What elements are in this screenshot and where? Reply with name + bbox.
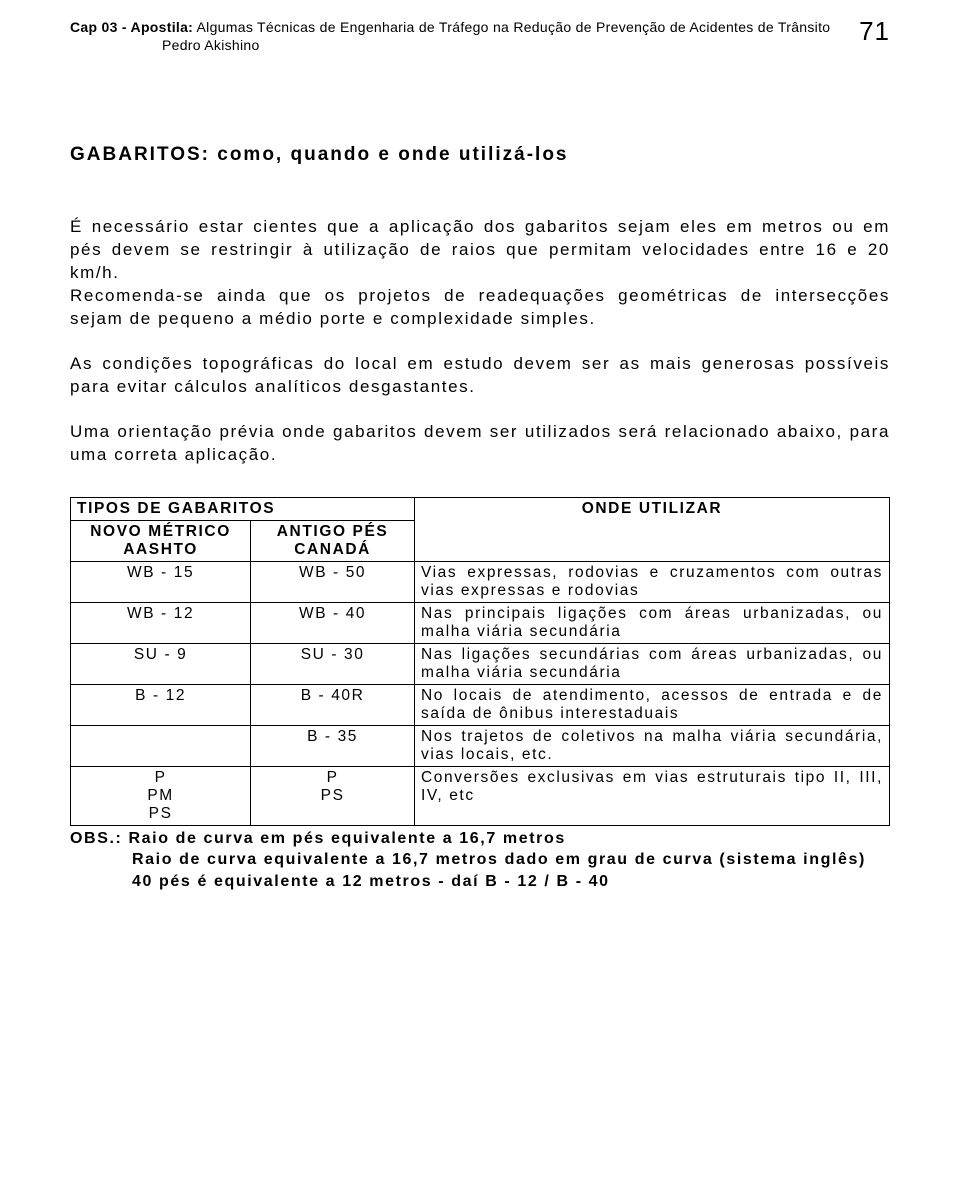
cell-metric: SU - 9: [71, 643, 251, 684]
obs-line-3: 40 pés é equivalente a 12 metros - daí B…: [132, 871, 890, 893]
cell-onde: Nas ligações secundárias com áreas urban…: [414, 643, 889, 684]
table-header-row-1: TIPOS DE GABARITOS ONDE UTILIZAR: [71, 497, 890, 520]
header-text: Cap 03 - Apostila: Algumas Técnicas de E…: [70, 18, 830, 54]
table-row: WB - 15 WB - 50 Vias expressas, rodovias…: [71, 561, 890, 602]
obs-block: OBS.: Raio de curva em pés equivalente a…: [70, 828, 890, 893]
cell-pes: B - 35: [251, 725, 415, 766]
table-row: B - 35 Nos trajetos de coletivos na malh…: [71, 725, 890, 766]
cell-onde: Nos trajetos de coletivos na malha viári…: [414, 725, 889, 766]
table-row: WB - 12 WB - 40 Nas principais ligações …: [71, 602, 890, 643]
page-header: Cap 03 - Apostila: Algumas Técnicas de E…: [70, 18, 890, 54]
paragraph-1: É necessário estar cientes que a aplicaç…: [70, 216, 890, 331]
onde-header: ONDE UTILIZAR: [414, 497, 889, 561]
cell-onde: Conversões exclusivas em vias estruturai…: [414, 766, 889, 825]
tipos-header: TIPOS DE GABARITOS: [71, 497, 415, 520]
page-title: GABARITOS: como, quando e onde utilizá-l…: [70, 144, 890, 166]
page-number: 71: [859, 16, 890, 47]
table-row: SU - 9 SU - 30 Nas ligações secundárias …: [71, 643, 890, 684]
author-name: Pedro Akishino: [162, 36, 830, 54]
paragraph-1b: Recomenda-se ainda que os projetos de re…: [70, 286, 890, 328]
table-row: P PM PS P PS Conversões exclusivas em vi…: [71, 766, 890, 825]
paragraph-1a: É necessário estar cientes que a aplicaç…: [70, 217, 890, 282]
col-pes-header: ANTIGO PÉS CANADÁ: [251, 520, 415, 561]
cell-pes: B - 40R: [251, 684, 415, 725]
gabaritos-table: TIPOS DE GABARITOS ONDE UTILIZAR NOVO MÉ…: [70, 497, 890, 826]
cell-metric: WB - 12: [71, 602, 251, 643]
page: Cap 03 - Apostila: Algumas Técnicas de E…: [0, 0, 960, 1194]
chapter-label: Cap 03 - Apostila:: [70, 19, 193, 35]
obs-line-1: Raio de curva em pés equivalente a 16,7 …: [129, 830, 566, 847]
body-text: É necessário estar cientes que a aplicaç…: [70, 216, 890, 466]
obs-line-2: Raio de curva equivalente a 16,7 metros …: [132, 849, 890, 871]
chapter-subtitle: Algumas Técnicas de Engenharia de Tráfeg…: [197, 19, 831, 35]
cell-metric: P PM PS: [71, 766, 251, 825]
paragraph-3: Uma orientação prévia onde gabaritos dev…: [70, 421, 890, 467]
paragraph-2: As condições topográficas do local em es…: [70, 353, 890, 399]
cell-metric: B - 12: [71, 684, 251, 725]
cell-onde: Vias expressas, rodovias e cruzamentos c…: [414, 561, 889, 602]
cell-onde: No locais de atendimento, acessos de ent…: [414, 684, 889, 725]
obs-prefix: OBS.:: [70, 830, 122, 847]
table-row: B - 12 B - 40R No locais de atendimento,…: [71, 684, 890, 725]
cell-pes: WB - 50: [251, 561, 415, 602]
col-metric-header: NOVO MÉTRICO AASHTO: [71, 520, 251, 561]
cell-pes: P PS: [251, 766, 415, 825]
cell-pes: SU - 30: [251, 643, 415, 684]
cell-onde: Nas principais ligações com áreas urbani…: [414, 602, 889, 643]
cell-metric: WB - 15: [71, 561, 251, 602]
cell-pes: WB - 40: [251, 602, 415, 643]
cell-metric: [71, 725, 251, 766]
